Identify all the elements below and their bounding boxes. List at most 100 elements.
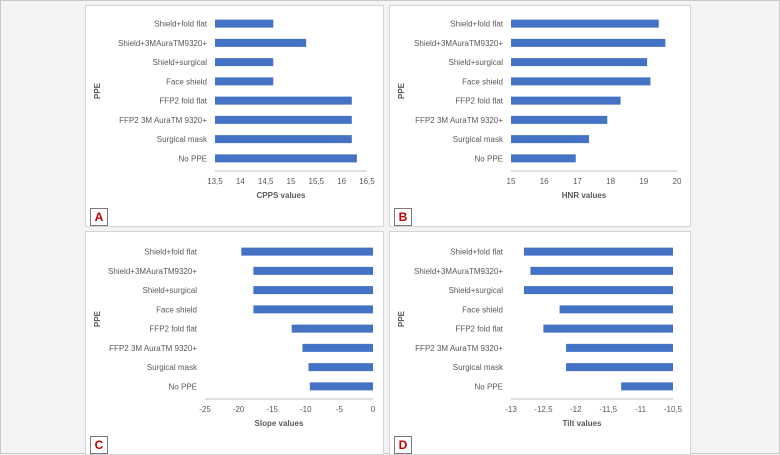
category-label: No PPE (179, 154, 207, 163)
category-label: No PPE (169, 382, 197, 391)
chart-panel-b: Shield+fold flat Shield+3MAuraTM9320+ Shie… (389, 5, 691, 227)
bar (302, 343, 373, 352)
panel-label-c: C (90, 436, 108, 454)
x-tick-label: 17 (573, 177, 582, 186)
category-label: Shield+3MAuraTM9320+ (118, 39, 207, 48)
bar (215, 96, 352, 105)
x-tick-label: 13,5 (207, 177, 223, 186)
category-label: Surgical mask (147, 363, 198, 372)
bar (215, 77, 274, 86)
bar (511, 154, 576, 163)
category-label: Face shield (166, 77, 207, 86)
x-tick-label: -10 (300, 405, 312, 414)
bar (309, 382, 373, 391)
category-label: FFP2 fold flat (455, 325, 503, 334)
x-tick-label: 16,5 (359, 177, 375, 186)
bar (215, 135, 352, 144)
x-tick-label: 16 (337, 177, 346, 186)
y-axis-title: PPE (397, 82, 406, 99)
bar (215, 38, 307, 47)
chart-c: Shield+fold flat Shield+3MAuraTM9320+ Shie… (93, 247, 376, 428)
category-label: No PPE (475, 382, 503, 391)
x-axis-title: CPPS values (257, 191, 306, 200)
category-label: Shield+fold flat (450, 20, 503, 29)
category-label: FFP2 3M AuraTM 9320+ (415, 344, 503, 353)
chart-panel-c: Shield+fold flat Shield+3MAuraTM9320+ Shie… (85, 231, 384, 455)
category-label: FFP2 fold flat (455, 97, 503, 106)
category-label: FFP2 3M AuraTM 9320+ (415, 116, 503, 125)
x-tick-label: -11 (635, 405, 647, 414)
bar (511, 96, 621, 105)
x-tick-label: 14,5 (258, 177, 274, 186)
x-axis-title: Tilt values (563, 419, 603, 428)
panel-label-b: B (394, 208, 412, 226)
x-tick-label: 0 (371, 405, 376, 414)
category-label: Shield+3MAuraTM9320+ (414, 267, 503, 276)
bar (241, 247, 373, 256)
category-label: FFP2 fold flat (159, 97, 207, 106)
category-label: Shield+3MAuraTM9320+ (414, 39, 503, 48)
bar (511, 135, 590, 144)
bar (215, 19, 274, 28)
chart-panel-d: Shield+fold flat Shield+3MAuraTM9320+ Shie… (389, 231, 691, 455)
bar (291, 324, 373, 333)
bar (523, 286, 673, 295)
x-tick-label: 15 (287, 177, 296, 186)
x-tick-label: -25 (199, 405, 211, 414)
category-label: Shield+fold flat (154, 20, 207, 29)
x-tick-label: 20 (673, 177, 682, 186)
category-label: Shield+surgical (449, 58, 504, 67)
x-tick-label: -15 (266, 405, 278, 414)
category-label: FFP2 fold flat (149, 325, 197, 334)
category-label: Shield+surgical (143, 286, 198, 295)
y-axis-title: PPE (397, 310, 406, 327)
bar (559, 305, 673, 314)
x-tick-label: 15 (507, 177, 516, 186)
bar (215, 154, 357, 163)
x-tick-label: 19 (639, 177, 648, 186)
category-label: Surgical mask (157, 135, 208, 144)
category-label: FFP2 3M AuraTM 9320+ (109, 344, 197, 353)
category-label: No PPE (475, 154, 503, 163)
bar (308, 363, 373, 372)
bar (566, 343, 673, 352)
category-label: Face shield (462, 77, 503, 86)
x-axis-title: HNR values (562, 191, 607, 200)
bar (530, 266, 673, 275)
panel-label-d: D (394, 436, 412, 454)
bar (511, 38, 666, 47)
x-tick-label: -11,5 (599, 405, 617, 414)
x-tick-label: -20 (233, 405, 245, 414)
bar (253, 286, 373, 295)
bar (253, 266, 373, 275)
y-axis-title: PPE (93, 310, 102, 327)
chart-panel-a: Shield+fold flat Shield+3MAuraTM9320+ Shie… (85, 5, 384, 227)
chart-d: Shield+fold flat Shield+3MAuraTM9320+ Shie… (397, 247, 683, 428)
bar (511, 115, 608, 124)
bar (511, 19, 659, 28)
bar (621, 382, 673, 391)
category-label: Surgical mask (453, 363, 504, 372)
x-axis-title: Slope values (255, 419, 304, 428)
bar (566, 363, 673, 372)
x-tick-label: 14 (236, 177, 245, 186)
category-label: FFP2 3M AuraTM 9320+ (119, 116, 207, 125)
category-label: Surgical mask (453, 135, 504, 144)
bar (215, 58, 274, 67)
x-tick-label: 16 (540, 177, 549, 186)
bar (511, 58, 648, 67)
y-axis-title: PPE (93, 82, 102, 99)
bar (215, 115, 352, 124)
x-tick-label: -13 (505, 405, 517, 414)
chart-b: Shield+fold flat Shield+3MAuraTM9320+ Shie… (397, 19, 682, 200)
category-label: Shield+3MAuraTM9320+ (108, 267, 197, 276)
category-label: Shield+fold flat (144, 248, 197, 257)
bar (253, 305, 373, 314)
bar (511, 77, 651, 86)
chart-a: Shield+fold flat Shield+3MAuraTM9320+ Shie… (93, 19, 375, 200)
bar (523, 247, 673, 256)
x-tick-label: -10,5 (664, 405, 683, 414)
x-tick-label: -12 (570, 405, 582, 414)
category-label: Shield+surgical (449, 286, 504, 295)
